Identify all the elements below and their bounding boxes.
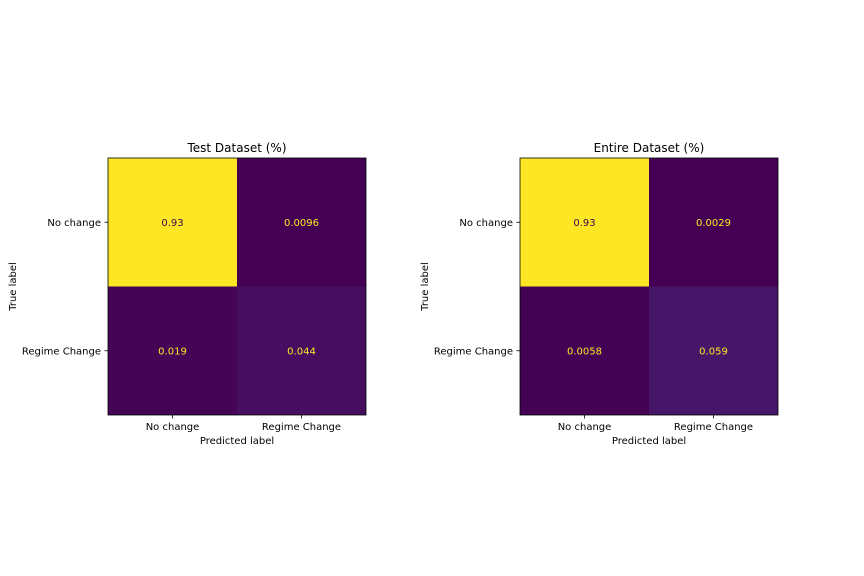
y-tick-label: No change — [459, 218, 513, 229]
heatmap-cell — [520, 158, 649, 287]
heatmap-cell — [108, 158, 237, 287]
axes-frame — [519, 157, 779, 416]
x-tick-label: No change — [558, 422, 612, 433]
y-tick-label: No change — [47, 218, 101, 229]
x-tick-label: No change — [146, 422, 200, 433]
heatmap-cell — [108, 286, 237, 415]
confusion-matrix-panel-2: 0.93 0.0029 0.0058 0.059 No change Regime Cha… — [420, 141, 779, 447]
x-tick-label: Regime Change — [674, 422, 753, 433]
confusion-matrix-panel-1: 0.93 0.0096 0.019 0.044 No change Regime Chan… — [8, 141, 367, 447]
cell-value-label: 0.019 — [158, 346, 187, 357]
heatmap-cell — [649, 158, 778, 287]
cell-value-label: 0.059 — [699, 346, 728, 357]
x-tick-label: Regime Change — [262, 422, 341, 433]
axes-frame — [107, 157, 367, 416]
chart-title: Entire Dataset (%) — [594, 141, 705, 155]
cell-value-label: 0.0058 — [567, 346, 602, 357]
chart-title: Test Dataset (%) — [186, 141, 286, 155]
y-axis-label: True label — [420, 262, 431, 312]
cell-value-label: 0.93 — [573, 218, 595, 229]
y-tick-label: Regime Change — [434, 346, 513, 357]
cell-value-label: 0.0096 — [284, 218, 319, 229]
cell-value-label: 0.044 — [287, 346, 316, 357]
heatmap-cell — [237, 286, 366, 415]
heatmap-cell — [237, 158, 366, 287]
y-axis-label: True label — [8, 262, 19, 312]
cell-value-label: 0.93 — [161, 218, 183, 229]
cell-value-label: 0.0029 — [696, 218, 731, 229]
x-axis-label: Predicted label — [612, 436, 686, 447]
x-axis-label: Predicted label — [200, 436, 274, 447]
heatmap-cell — [520, 286, 649, 415]
y-tick-label: Regime Change — [22, 346, 101, 357]
heatmap-cell — [649, 286, 778, 415]
